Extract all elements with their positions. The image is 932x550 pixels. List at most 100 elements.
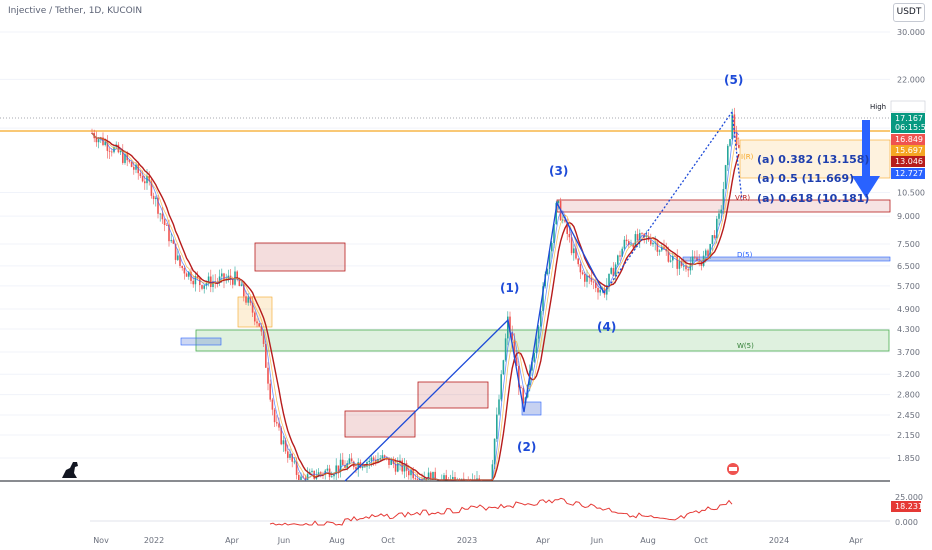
candle-body: [141, 176, 144, 182]
candle-body: [357, 462, 359, 470]
candle-body: [144, 181, 146, 184]
candle-body: [650, 240, 652, 245]
candle-body: [663, 246, 665, 250]
x-tick-label: Jun: [590, 536, 604, 545]
fib-label-05: (a) 0.5 (11.669): [757, 172, 854, 185]
y-tick-label: 22.000: [897, 75, 925, 84]
candle-body: [705, 250, 707, 256]
flag-icon[interactable]: [727, 463, 739, 475]
y-axis[interactable]: 30.00022.00016.00010.5009.0007.5006.5005…: [897, 28, 925, 463]
elliott-wave-path: [344, 200, 605, 482]
candle-body: [716, 218, 718, 238]
candle-body: [342, 459, 344, 465]
candle-body: [445, 475, 447, 480]
fib-label-0618: (a) 0.618 (10.181): [757, 192, 869, 205]
candle-body: [685, 265, 687, 270]
candle-body: [592, 281, 595, 283]
x-tick-label: Apr: [225, 536, 240, 545]
candle-body: [348, 458, 351, 464]
candle-body: [599, 289, 601, 293]
candle-body: [548, 251, 551, 270]
candle-body: [302, 476, 304, 478]
price-tag-value: 06:15:55: [895, 123, 931, 132]
candle-body: [183, 267, 186, 274]
candle-body: [276, 422, 278, 424]
candle-body: [551, 242, 553, 252]
price-tag-label: High: [870, 103, 886, 111]
candle-body: [515, 357, 518, 367]
supply-zone-mid: [417, 381, 489, 409]
candle-body: [150, 181, 153, 196]
candle-body: [546, 269, 549, 275]
candle-body: [397, 463, 399, 472]
candle-body: [179, 255, 181, 266]
indicator-lower-label: 0.000: [895, 518, 918, 527]
x-axis[interactable]: Nov 2022 Apr Jun Aug Oct 2023 Apr Jun Aug Oct 2024 A…: [93, 536, 863, 545]
currency-button[interactable]: USDT: [893, 3, 925, 22]
candle-body: [520, 387, 522, 389]
price-tag-value: 13.046: [895, 157, 923, 166]
candle-body: [260, 326, 263, 332]
tradingview-dino-icon: [62, 462, 78, 478]
y-tick-label: 7.500: [897, 240, 920, 249]
down-arrow-icon: [852, 120, 880, 198]
candle-body: [133, 166, 135, 170]
zone-blue-2022: [180, 337, 222, 346]
candle-body: [427, 472, 430, 480]
candle-body: [390, 459, 392, 465]
candle-body: [628, 241, 630, 246]
candle-body: [403, 463, 406, 472]
wave-label-4: (4): [597, 320, 616, 334]
candle-body: [632, 244, 634, 248]
candle-body: [738, 144, 740, 148]
candle-body: [493, 438, 496, 465]
candle-body: [333, 474, 335, 477]
candle-body: [513, 339, 516, 358]
price-tag-box: [891, 168, 925, 179]
candle-body: [643, 233, 645, 237]
candle-body: [584, 274, 586, 282]
candle-body: [652, 242, 654, 245]
candle-body: [111, 151, 113, 153]
y-tick-label: 4.300: [897, 325, 920, 334]
grid: [0, 31, 890, 459]
indicator-line: [269, 497, 733, 526]
candle-body: [388, 457, 390, 465]
candle-body: [203, 285, 205, 289]
candle-body: [271, 399, 274, 410]
price-tag-value: 12.727: [895, 169, 923, 178]
candle-body: [355, 467, 357, 470]
candle-body: [212, 281, 214, 287]
y-tick-label: 6.500: [897, 262, 920, 271]
candle-body: [581, 272, 584, 275]
candle-body: [735, 131, 738, 145]
candle-body: [370, 457, 373, 461]
candle-body: [678, 260, 681, 269]
zone-label-vr: V(R): [735, 194, 750, 202]
candle-body: [590, 277, 593, 282]
candle-body: [108, 150, 111, 152]
y-tick-label: 1.850: [897, 454, 920, 463]
price-tag-box: [891, 113, 925, 124]
candle-body: [641, 233, 643, 234]
candle-body: [293, 461, 296, 463]
x-tick-label: Apr: [536, 536, 551, 545]
candle-body: [97, 139, 100, 143]
candle-body: [311, 470, 313, 472]
candle-body: [709, 243, 711, 257]
candle-body: [634, 234, 637, 248]
candle-body: [555, 203, 557, 225]
y-tick-label: 3.200: [897, 370, 920, 379]
candle-body: [168, 225, 170, 242]
price-tag-value: 17.167: [895, 114, 923, 123]
candle-body: [269, 383, 271, 400]
wave-label-1: (1): [500, 281, 519, 295]
candle-body: [247, 297, 249, 303]
candle-body: [315, 476, 318, 479]
candle-body: [608, 273, 610, 286]
candle-body: [557, 200, 560, 204]
candle-body: [408, 470, 410, 476]
candle-body: [432, 471, 434, 480]
candle-body: [256, 321, 258, 324]
